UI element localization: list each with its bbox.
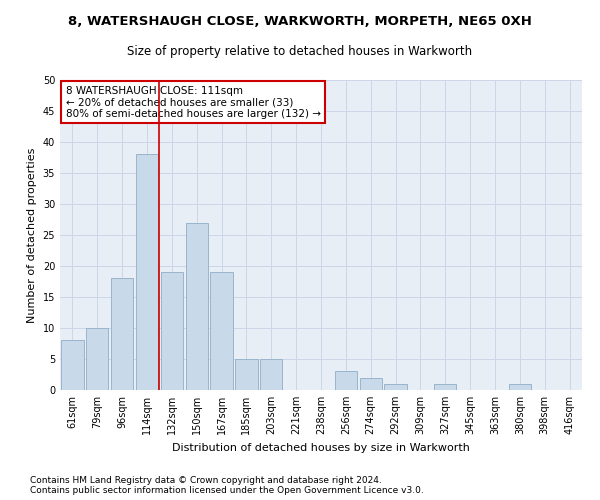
- Text: 8 WATERSHAUGH CLOSE: 111sqm
← 20% of detached houses are smaller (33)
80% of sem: 8 WATERSHAUGH CLOSE: 111sqm ← 20% of det…: [65, 86, 320, 119]
- Text: Contains HM Land Registry data © Crown copyright and database right 2024.: Contains HM Land Registry data © Crown c…: [30, 476, 382, 485]
- Bar: [161, 272, 183, 390]
- Bar: [359, 378, 382, 390]
- Bar: [185, 222, 208, 390]
- X-axis label: Distribution of detached houses by size in Warkworth: Distribution of detached houses by size …: [172, 442, 470, 452]
- Bar: [335, 372, 357, 390]
- Y-axis label: Number of detached properties: Number of detached properties: [27, 148, 37, 322]
- Bar: [86, 328, 109, 390]
- Bar: [211, 272, 233, 390]
- Text: Size of property relative to detached houses in Warkworth: Size of property relative to detached ho…: [127, 45, 473, 58]
- Bar: [111, 278, 133, 390]
- Text: Contains public sector information licensed under the Open Government Licence v3: Contains public sector information licen…: [30, 486, 424, 495]
- Bar: [434, 384, 457, 390]
- Bar: [385, 384, 407, 390]
- Bar: [260, 359, 283, 390]
- Bar: [136, 154, 158, 390]
- Bar: [235, 359, 257, 390]
- Text: 8, WATERSHAUGH CLOSE, WARKWORTH, MORPETH, NE65 0XH: 8, WATERSHAUGH CLOSE, WARKWORTH, MORPETH…: [68, 15, 532, 28]
- Bar: [509, 384, 531, 390]
- Bar: [61, 340, 83, 390]
